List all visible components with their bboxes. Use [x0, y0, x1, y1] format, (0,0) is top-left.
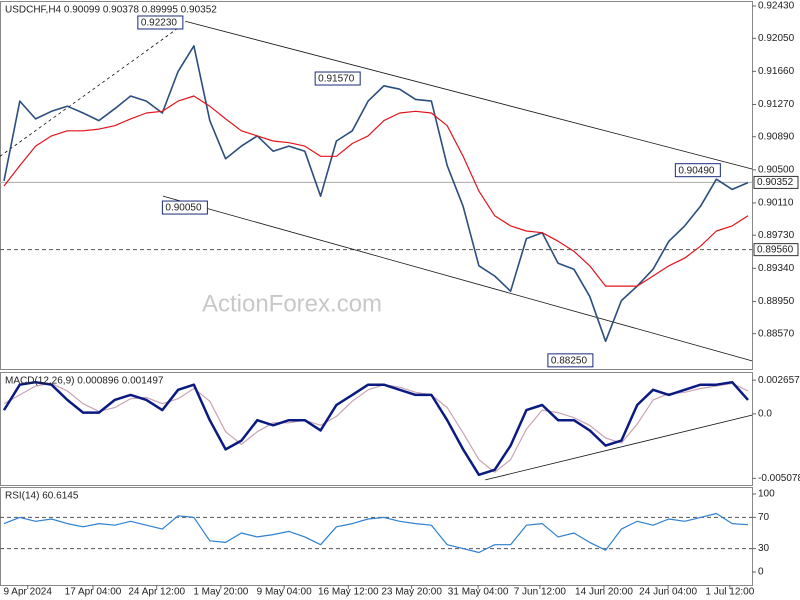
- annotation-box: [674, 163, 721, 178]
- trend-line: [485, 414, 753, 481]
- y-tick-label: 100: [758, 489, 775, 500]
- level-label: 0.89560: [757, 244, 794, 255]
- y-tick-label: 0: [758, 567, 764, 578]
- x-tick-label: 24 Jun 04:00: [639, 587, 697, 598]
- panel-frame: [0, 1, 753, 370]
- annotation-box: [314, 71, 361, 86]
- y-tick-label: 0.88570: [758, 328, 795, 339]
- trend-line: [185, 20, 753, 170]
- annotation-label: 0.88250: [551, 355, 588, 366]
- x-tick-label: 16 May 12:00: [318, 587, 379, 598]
- y-tick-label: -0.005078: [758, 473, 800, 484]
- x-tick-label: 1 Jul 12:00: [705, 587, 754, 598]
- x-tick-label: 24 Apr 12:00: [128, 587, 185, 598]
- watermark: ActionForex.com: [202, 290, 382, 317]
- annotation-label: 0.91570: [318, 74, 355, 85]
- x-tick-label: 31 May 04:00: [448, 587, 509, 598]
- trend-line: [0, 22, 186, 157]
- y-tick-label: 0.88950: [758, 296, 795, 307]
- x-tick-label: 7 Jun 12:00: [514, 587, 567, 598]
- panel-title: RSI(14) 60.6145: [5, 491, 79, 502]
- y-tick-label: 0.89340: [758, 263, 795, 274]
- x-tick-label: 14 Jun 20:00: [575, 587, 633, 598]
- annotation-box: [137, 15, 184, 30]
- y-tick-label: 30: [758, 543, 770, 554]
- annotation-box: [547, 353, 594, 368]
- x-tick-label: 23 May 20:00: [381, 587, 442, 598]
- x-tick-label: 1 May 20:00: [193, 587, 248, 598]
- annotation-label: 0.92230: [141, 18, 178, 29]
- x-tick-label: 17 Apr 04:00: [65, 587, 122, 598]
- series-line: [3, 45, 749, 343]
- y-tick-label: 0.90500: [758, 164, 795, 175]
- y-tick-label: 70: [758, 512, 770, 523]
- series-line: [3, 95, 749, 287]
- panel-frame: [0, 487, 753, 586]
- y-tick-label: 0.002657: [758, 375, 800, 386]
- level-label-box: [753, 175, 799, 189]
- annotation-label: 0.90050: [165, 203, 202, 214]
- level-label: 0.90352: [757, 177, 794, 188]
- level-label-box: [753, 243, 799, 257]
- series-line: [2, 380, 749, 477]
- y-tick-label: 0.90890: [758, 131, 795, 142]
- y-tick-label: 0.89730: [758, 230, 795, 241]
- series-line: [3, 382, 749, 473]
- trend-line: [162, 195, 753, 362]
- y-tick-label: 0.92050: [758, 33, 795, 44]
- x-tick-label: 9 May 04:00: [257, 587, 312, 598]
- y-tick-label: 0.92430: [758, 1, 795, 12]
- panel-frame: [0, 372, 753, 486]
- panel-title: USDCHF,H4 0.90099 0.90378 0.89995 0.9035…: [5, 5, 217, 16]
- x-tick-label: 9 Apr 2024: [4, 587, 53, 598]
- y-tick-label: 0.91660: [758, 66, 795, 77]
- y-tick-label: 0.90110: [758, 198, 794, 209]
- annotation-label: 0.90490: [678, 165, 715, 176]
- y-tick-label: 0.0: [758, 409, 772, 420]
- annotation-box: [161, 200, 208, 215]
- panel-title: MACD(12,26,9) 0.000896 0.001497: [5, 376, 164, 387]
- series-line: [3, 512, 749, 554]
- y-tick-label: 0.91270: [758, 99, 795, 110]
